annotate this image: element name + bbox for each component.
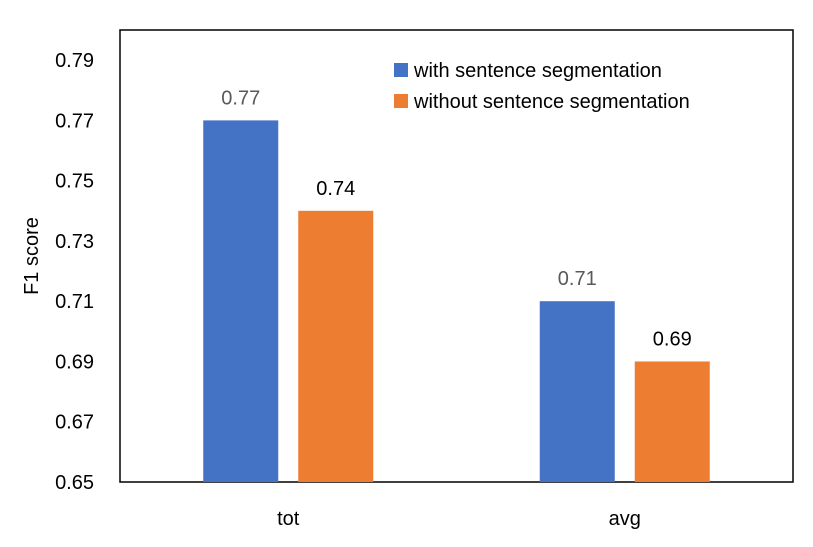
bar-avg-series-2 xyxy=(634,361,710,482)
legend: with sentence segmentation without senten… xyxy=(394,60,690,113)
data-label: 0.77 xyxy=(221,87,260,109)
bar-tot-series-1 xyxy=(203,120,279,483)
data-label: 0.69 xyxy=(653,328,692,350)
legend-label: with sentence segmentation xyxy=(413,60,662,82)
y-axis-ticks: 0.65 0.67 0.69 0.71 0.73 0.75 0.77 0.79 xyxy=(55,50,94,494)
x-tick-label: tot xyxy=(277,508,300,530)
y-tick-label: 0.75 xyxy=(55,171,94,193)
bars xyxy=(203,120,710,483)
y-tick-label: 0.77 xyxy=(55,110,94,132)
legend-swatch xyxy=(394,63,408,77)
legend-label: without sentence segmentation xyxy=(413,91,690,113)
data-label: 0.71 xyxy=(558,268,597,290)
bar-avg-series-1 xyxy=(539,301,615,482)
y-tick-label: 0.67 xyxy=(55,412,94,434)
y-tick-label: 0.79 xyxy=(55,50,94,72)
x-tick-label: avg xyxy=(609,508,641,530)
bar-tot-series-2 xyxy=(298,210,374,483)
data-label: 0.74 xyxy=(316,178,355,200)
y-tick-label: 0.71 xyxy=(55,291,94,313)
data-labels: 0.77 0.71 0.74 0.69 xyxy=(221,87,691,350)
y-tick-label: 0.73 xyxy=(55,231,94,253)
y-tick-label: 0.65 xyxy=(55,472,94,494)
legend-swatch xyxy=(394,94,408,108)
y-tick-label: 0.69 xyxy=(55,351,94,373)
y-axis-label: F1 score xyxy=(21,217,43,295)
x-axis-ticks: tot avg xyxy=(277,508,641,530)
